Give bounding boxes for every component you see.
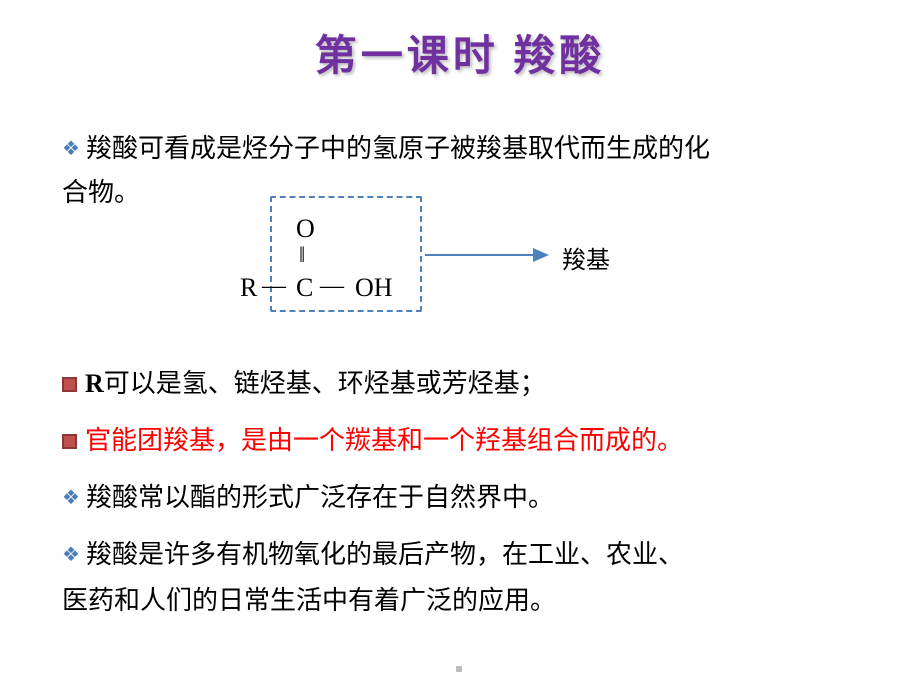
bond-1: —	[262, 273, 286, 300]
diamond-bullet-icon: ❖	[62, 544, 80, 566]
bond-2: —	[320, 273, 344, 300]
square-bullet-icon	[62, 377, 77, 392]
arrow-head-icon	[533, 248, 549, 262]
paragraph-5-line-1: ❖ 羧酸是许多有机物氧化的最后产物，在工业、农业、	[62, 534, 684, 577]
paragraph-4: ❖ 羧酸常以酯的形式广泛存在于自然界中。	[62, 477, 554, 520]
text-p1b: 合物。	[62, 178, 140, 207]
text-p3: 官能团羧基，是由一个羰基和一个羟基组合而成的。	[85, 426, 683, 455]
text-p5a: 羧酸是许多有机物氧化的最后产物，在工业、农业、	[86, 540, 684, 569]
slide-marker-icon	[456, 666, 462, 672]
paragraph-2: R可以是氢、链烃基、环烃基或芳烃基；	[62, 363, 546, 406]
arrow-line	[425, 254, 535, 256]
slide: 第一课时 羧酸 ❖ 羧酸可看成是烃分子中的氢原子被羧基取代而生成的化 合物。 R …	[0, 0, 920, 690]
diamond-bullet-icon: ❖	[62, 487, 80, 509]
square-bullet-icon	[62, 434, 77, 449]
text-suffix-p2: 可以是氢、链烃基、环烃基或芳烃基；	[104, 369, 546, 398]
carboxyl-dashed-box	[270, 196, 422, 312]
paragraph-1-line-1: ❖ 羧酸可看成是烃分子中的氢原子被羧基取代而生成的化	[62, 128, 710, 171]
text-p4: 羧酸常以酯的形式广泛存在于自然界中。	[86, 483, 554, 512]
slide-title: 第一课时 羧酸	[0, 22, 920, 83]
paragraph-5-line-2: 医药和人们的日常生活中有着广泛的应用。	[62, 580, 556, 623]
oxygen: O	[296, 214, 315, 244]
paragraph-3: 官能团羧基，是由一个羰基和一个羟基组合而成的。	[62, 420, 683, 463]
text-p5b: 医药和人们的日常生活中有着广泛的应用。	[62, 586, 556, 615]
double-bond: ‖	[299, 242, 305, 268]
carbon: C	[296, 273, 313, 303]
paragraph-1-line-2: 合物。	[62, 172, 140, 215]
chemical-structure: R — C — OH O ‖	[240, 190, 580, 330]
diamond-bullet-icon: ❖	[62, 138, 80, 160]
r-group: R	[240, 273, 257, 303]
bold-R: R	[85, 369, 104, 398]
text-p1a: 羧酸可看成是烃分子中的氢原子被羧基取代而生成的化	[86, 134, 710, 163]
hydroxyl: OH	[355, 273, 393, 303]
carboxyl-label: 羧基	[562, 240, 610, 275]
